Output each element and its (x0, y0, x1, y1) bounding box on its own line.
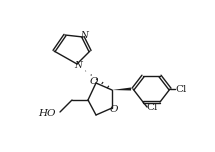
Text: HO: HO (38, 109, 56, 119)
Text: O: O (110, 105, 118, 114)
Polygon shape (112, 88, 131, 90)
Text: Cl: Cl (146, 104, 157, 112)
Text: Cl: Cl (175, 85, 186, 93)
Text: N: N (80, 31, 88, 40)
Text: N: N (74, 60, 82, 69)
Text: O: O (90, 78, 98, 86)
